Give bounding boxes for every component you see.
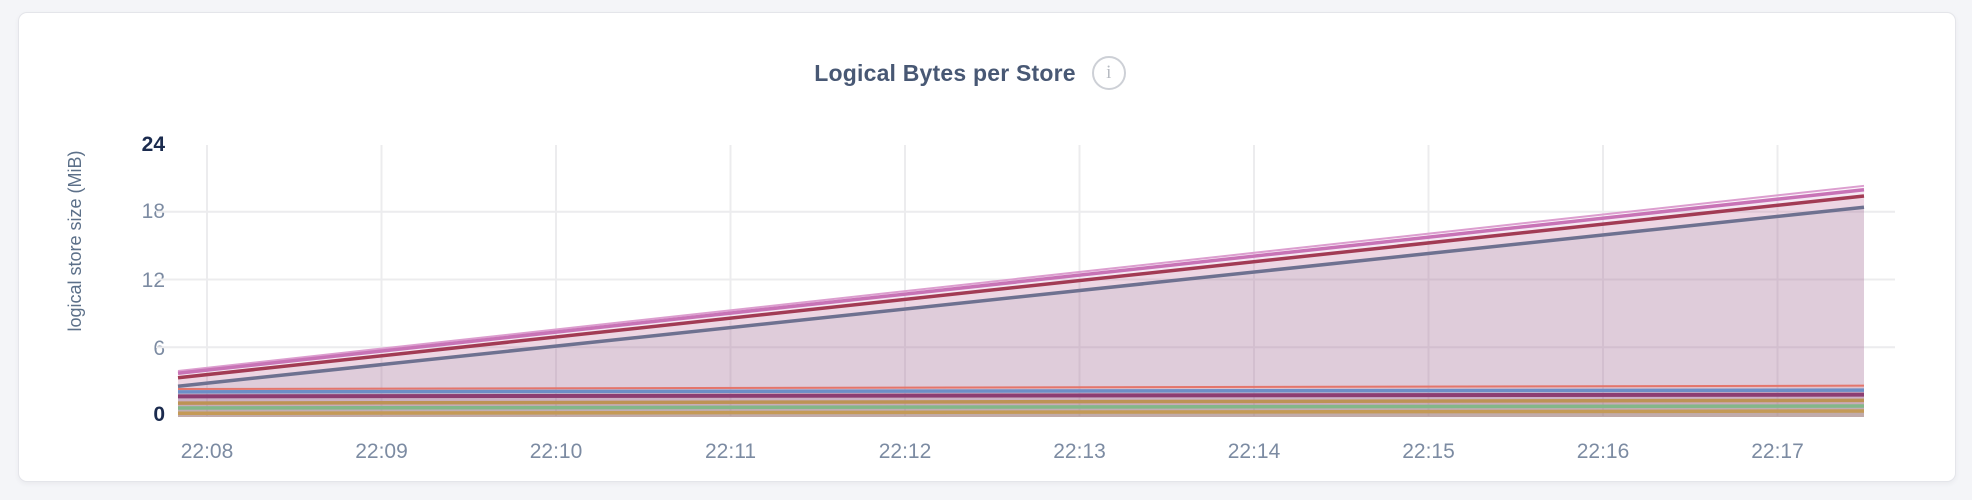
series-line: [177, 388, 1865, 394]
x-tick-8: 22:16: [1576, 440, 1630, 463]
series-area: [178, 189, 1864, 417]
x-tick-4: 22:12: [878, 440, 932, 463]
x-tick-5: 22:13: [1053, 440, 1106, 463]
x-tick-6: 22:14: [1227, 440, 1281, 463]
chart-card: Logical Bytes per Store i logical store …: [18, 12, 1956, 482]
info-icon[interactable]: i: [1091, 56, 1126, 90]
x-tick-2: 22:10: [529, 440, 583, 463]
chart-plot: [156, 145, 1895, 417]
chart-title: Logical Bytes per Store: [814, 59, 1076, 86]
y-tick-0: 0: [153, 403, 165, 426]
series-line: [177, 409, 1865, 416]
series-line: [177, 184, 1865, 372]
y-tick-24: 24: [141, 133, 165, 156]
x-tick-3: 22:11: [705, 440, 756, 463]
x-tick-9: 22:17: [1751, 440, 1804, 463]
x-tick-0: 22:08: [180, 440, 234, 463]
x-tick-1: 22:09: [355, 440, 408, 463]
chart-hover-area[interactable]: [174, 133, 1914, 433]
series-line: [177, 392, 1865, 399]
series-line: [177, 384, 1865, 391]
series-line: [177, 404, 1865, 410]
series-line: [177, 398, 1865, 405]
series-area: [178, 185, 1864, 417]
x-tick-7: 22:15: [1402, 440, 1455, 463]
y-tick-18: 18: [141, 200, 165, 223]
series-line: [177, 188, 1865, 375]
series-area: [178, 207, 1864, 417]
info-icon-glyph: i: [1106, 62, 1112, 83]
series-line: [177, 205, 1865, 388]
y-tick-12: 12: [141, 269, 165, 292]
chart-header: Logical Bytes per Store i: [19, 53, 1921, 93]
series-line: [177, 194, 1865, 380]
y-tick-6: 6: [153, 337, 165, 360]
